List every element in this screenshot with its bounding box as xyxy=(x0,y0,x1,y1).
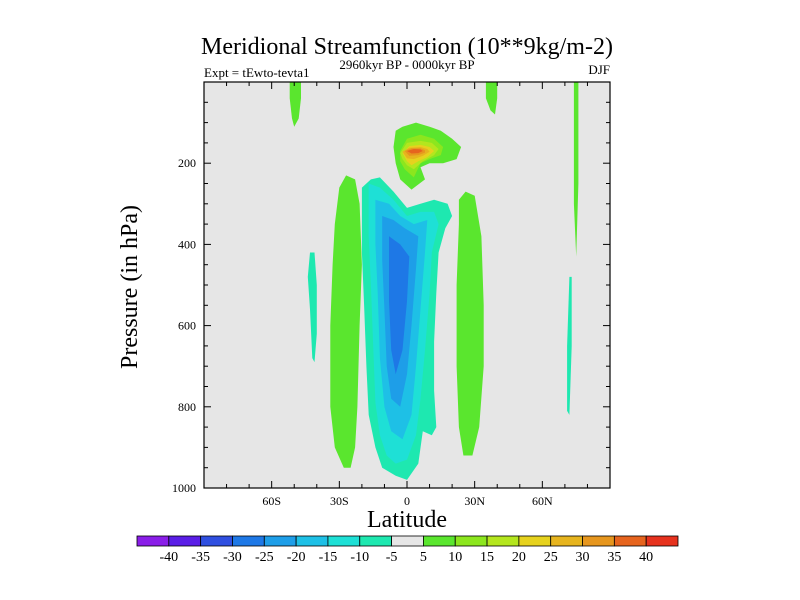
period-label: 2960kyr BP - 0000kyr BP xyxy=(339,57,474,72)
colorbar-label: -20 xyxy=(287,550,306,565)
x-tick-label: 60S xyxy=(262,494,281,508)
contour-upper-jet-35 xyxy=(407,149,423,154)
axes: 200 400 600 800 1000 60S 30S 0 30N 60N xyxy=(172,81,611,508)
x-tick-label: 30S xyxy=(330,494,349,508)
y-tick-label: 800 xyxy=(178,400,196,414)
contour-nh-outer-top-sliver xyxy=(573,82,579,257)
colorbar-swatch xyxy=(645,535,679,547)
colorbar-label: -5 xyxy=(386,550,398,565)
colorbar-label: -15 xyxy=(319,550,338,565)
colorbar-label: -10 xyxy=(350,550,369,565)
colorbar-swatch xyxy=(136,535,170,547)
colorbar: -40 -35 -30 -25 -20 -15 -10 -5 5 10 15 20 25 30 35 40 xyxy=(136,535,679,565)
colorbar-swatch xyxy=(391,535,424,547)
colorbar-label: -35 xyxy=(191,550,210,565)
colorbar-swatch xyxy=(232,535,265,547)
contour-tropical-negative-25 xyxy=(389,236,410,375)
colorbar-label: 20 xyxy=(512,550,526,565)
colorbar-label: -30 xyxy=(223,550,242,565)
y-axis-title: Pressure (in hPa) xyxy=(117,205,143,369)
y-tick-label: 600 xyxy=(178,319,196,333)
experiment-label: Expt = tEwto-tevta1 xyxy=(204,65,310,80)
colorbar-swatch xyxy=(327,535,361,547)
colorbar-label: -40 xyxy=(159,550,178,565)
colorbar-label: 25 xyxy=(544,550,558,565)
contour-sh-outer-positive-sliver-top xyxy=(289,82,301,127)
x-tick-label: 30N xyxy=(464,494,485,508)
colorbar-swatch xyxy=(423,535,456,547)
contour-sh-mid-negative-sliver xyxy=(307,252,317,363)
colorbar-swatch xyxy=(486,535,520,547)
contour-nh-positive-cell xyxy=(456,191,484,456)
x-tick-label: 0 xyxy=(404,494,410,508)
colorbar-label: 5 xyxy=(420,550,427,565)
contour-sh-upper-positive-cell xyxy=(330,175,362,468)
colorbar-label: 35 xyxy=(607,550,621,565)
x-axis-title: Latitude xyxy=(367,507,447,533)
colorbar-swatch xyxy=(295,535,329,547)
colorbar-label: 10 xyxy=(448,550,462,565)
contour-nh-top-positive-sliver-a xyxy=(485,82,498,115)
colorbar-swatch xyxy=(200,535,233,547)
colorbar-label: -25 xyxy=(255,550,274,565)
colorbar-swatch xyxy=(359,535,392,547)
y-tick-label: 1000 xyxy=(172,481,196,495)
colorbar-swatch xyxy=(582,535,615,547)
colorbar-label: 30 xyxy=(576,550,590,565)
colorbar-swatch xyxy=(613,535,647,547)
plot-area xyxy=(204,82,610,488)
y-tick-label: 200 xyxy=(178,156,196,170)
colorbar-label: 15 xyxy=(480,550,494,565)
y-tick-label: 400 xyxy=(178,237,196,251)
colorbar-swatch xyxy=(168,535,202,547)
colorbar-swatch xyxy=(550,535,583,547)
colorbar-swatch xyxy=(263,535,297,547)
x-tick-label: 60N xyxy=(532,494,553,508)
colorbar-swatch xyxy=(518,535,552,547)
colorbar-swatch xyxy=(454,535,488,547)
colorbar-label: 40 xyxy=(639,550,653,565)
contour-nh-negative-sliver xyxy=(567,276,572,415)
season-label: DJF xyxy=(588,62,610,77)
chart-title: Meridional Streamfunction (10**9kg/m-2) xyxy=(201,34,613,60)
